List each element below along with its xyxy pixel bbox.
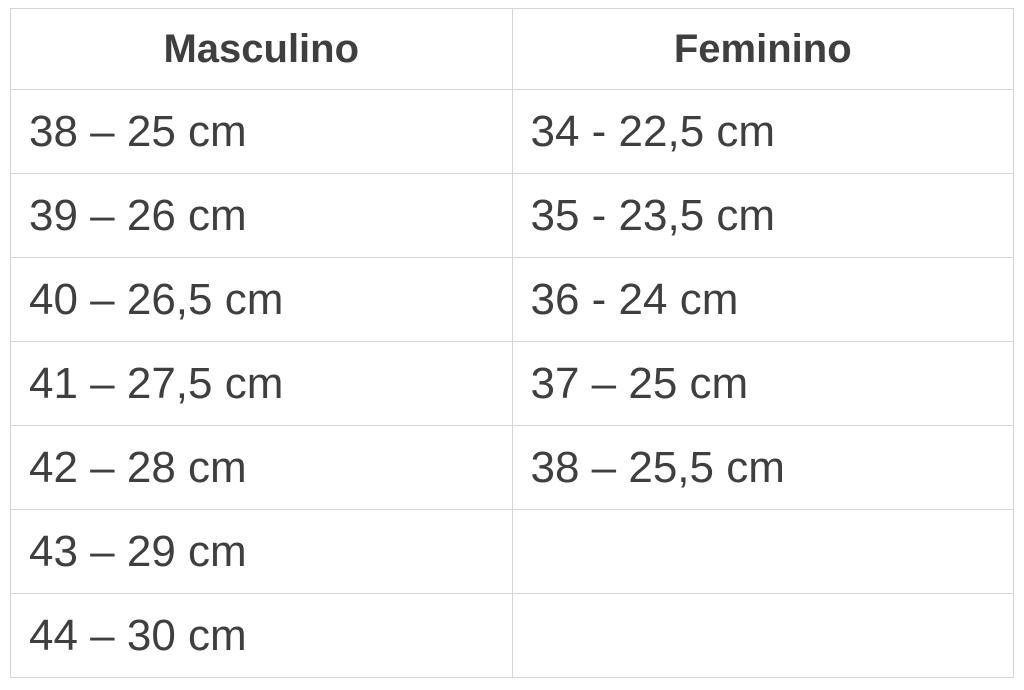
size-cell-feminino: 38 – 25,5 cm bbox=[511, 425, 1014, 510]
size-cell-masculino: 39 – 26 cm bbox=[10, 173, 513, 258]
size-cell-feminino: 37 – 25 cm bbox=[511, 341, 1014, 426]
table-row: 41 – 27,5 cm 37 – 25 cm bbox=[10, 341, 1014, 426]
table-row: 43 – 29 cm bbox=[10, 509, 1014, 594]
size-cell-masculino: 42 – 28 cm bbox=[10, 425, 513, 510]
size-cell-masculino: 43 – 29 cm bbox=[10, 509, 513, 594]
table-row: 42 – 28 cm 38 – 25,5 cm bbox=[10, 425, 1014, 510]
table-row: 39 – 26 cm 35 - 23,5 cm bbox=[10, 173, 1014, 258]
column-header-feminino: Feminino bbox=[511, 8, 1014, 90]
column-header-masculino: Masculino bbox=[10, 8, 513, 90]
size-cell-masculino: 41 – 27,5 cm bbox=[10, 341, 513, 426]
size-cell-masculino: 38 – 25 cm bbox=[10, 89, 513, 174]
size-cell-masculino: 40 – 26,5 cm bbox=[10, 257, 513, 342]
table-row: 40 – 26,5 cm 36 - 24 cm bbox=[10, 257, 1014, 342]
size-cell-feminino bbox=[511, 509, 1014, 594]
header-row: Masculino Feminino bbox=[10, 8, 1014, 90]
size-table: Masculino Feminino 38 – 25 cm 34 - 22,5 … bbox=[10, 8, 1014, 678]
size-cell-feminino bbox=[511, 593, 1014, 678]
size-cell-feminino: 36 - 24 cm bbox=[511, 257, 1014, 342]
table-row: 44 – 30 cm bbox=[10, 593, 1014, 678]
size-cell-feminino: 35 - 23,5 cm bbox=[511, 173, 1014, 258]
size-cell-masculino: 44 – 30 cm bbox=[10, 593, 513, 678]
size-cell-feminino: 34 - 22,5 cm bbox=[511, 89, 1014, 174]
table-row: 38 – 25 cm 34 - 22,5 cm bbox=[10, 89, 1014, 174]
